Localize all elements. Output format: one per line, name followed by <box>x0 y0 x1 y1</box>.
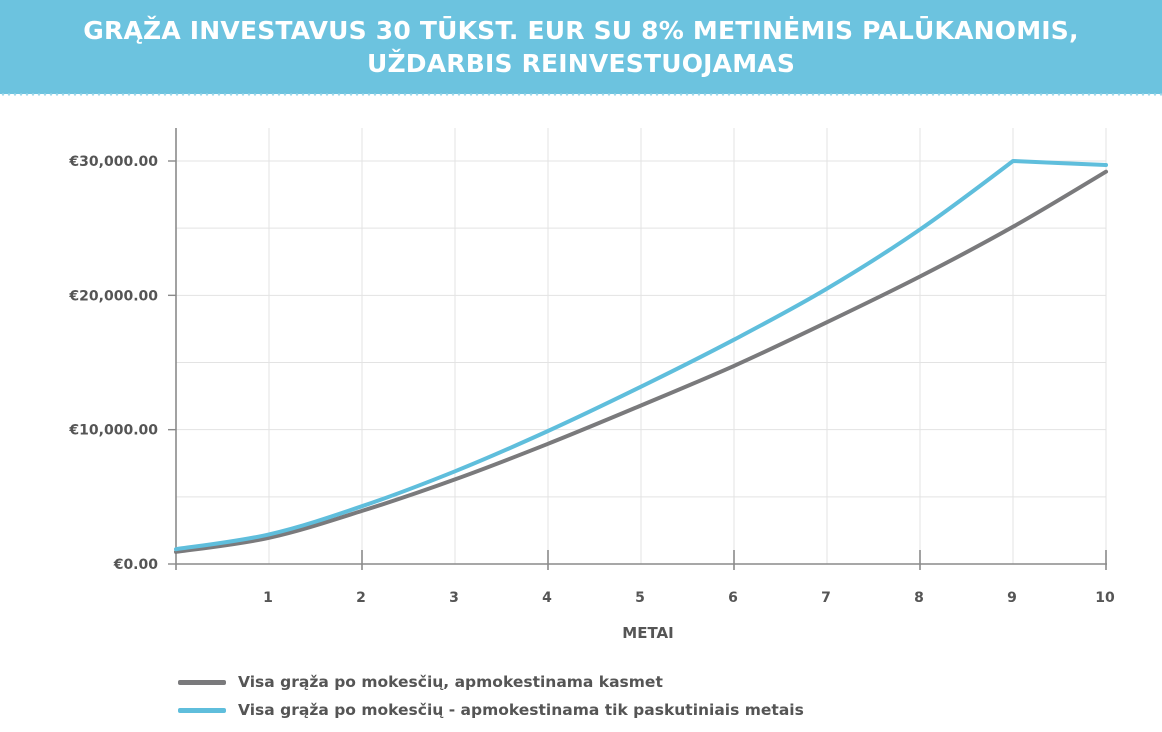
legend-label-series-2: Visa grąža po mokesčių - apmokestinama t… <box>238 701 804 719</box>
x-tick-label: 2 <box>356 590 366 606</box>
series-line-2 <box>174 159 1108 552</box>
legend-item-series-2: Visa grąža po mokesčių - apmokestinama t… <box>178 696 804 724</box>
series-lines <box>174 159 1108 554</box>
x-tick-label: 1 <box>263 590 273 606</box>
chart-title-line-1: GRĄŽA INVESTAVUS 30 TŪKST. EUR SU 8% MET… <box>83 16 1079 45</box>
x-axis-label: METAI <box>622 624 673 642</box>
legend: Visa grąža po mokesčių, apmokestinama ka… <box>178 668 804 724</box>
y-tick-labels: €0.00 €10,000.00 €20,000.00 €30,000.00 <box>68 154 158 573</box>
x-tick-label: 10 <box>1095 590 1115 606</box>
axes <box>168 128 1107 570</box>
x-tick-label: 3 <box>449 590 459 606</box>
x-tick-label: 4 <box>542 590 552 606</box>
title-banner: GRĄŽA INVESTAVUS 30 TŪKST. EUR SU 8% MET… <box>0 0 1162 96</box>
chart-title-line-2: UŽDARBIS REINVESTUOJAMAS <box>366 49 796 78</box>
x-tick-label: 5 <box>635 590 645 606</box>
y-tick-label: €30,000.00 <box>68 154 158 170</box>
grid-lines <box>176 128 1107 564</box>
y-tick-label: €20,000.00 <box>68 288 158 304</box>
legend-label-series-1: Visa grąža po mokesčių, apmokestinama ka… <box>238 673 663 691</box>
legend-swatch-series-1 <box>178 679 226 685</box>
y-tick-label: €10,000.00 <box>68 423 158 439</box>
y-tick-label: €0.00 <box>113 557 159 573</box>
x-tick-label: 8 <box>914 590 924 606</box>
legend-item-series-1: Visa grąža po mokesčių, apmokestinama ka… <box>178 668 804 696</box>
x-tick-label: 9 <box>1007 590 1017 606</box>
legend-swatch-series-2 <box>178 707 226 713</box>
x-tick-labels: 1 2 3 4 5 6 7 8 9 10 <box>263 590 1115 606</box>
x-tick-label: 6 <box>728 590 738 606</box>
series-line-1 <box>174 169 1108 554</box>
x-tick-label: 7 <box>821 590 831 606</box>
